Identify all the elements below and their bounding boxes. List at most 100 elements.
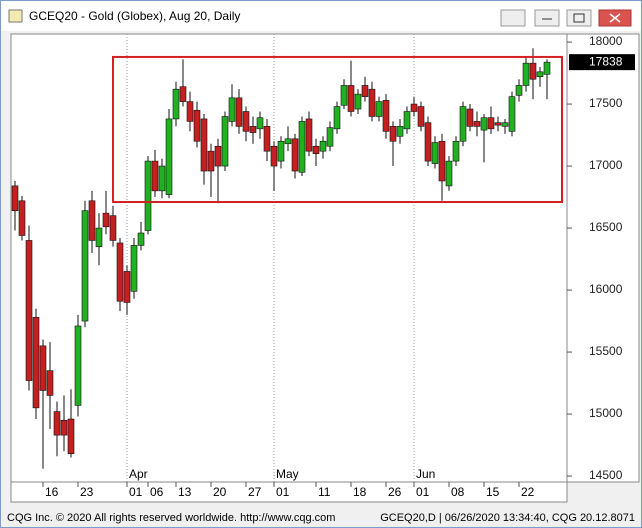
footer-right: GCEQ20,D | 06/26/2020 13:34:40, CQG 20.1… — [380, 512, 635, 524]
minimize-button[interactable] — [534, 9, 560, 27]
x-tick-label: 15 — [486, 485, 500, 499]
candle-body — [438, 140, 446, 182]
candle-body — [361, 85, 369, 97]
x-tick-label: 13 — [178, 485, 192, 499]
x-tick-label: 11 — [318, 485, 331, 499]
y-tick-label: 16500 — [589, 220, 623, 234]
candle-body — [270, 145, 278, 167]
candle-body — [39, 345, 47, 391]
candle-body — [480, 117, 488, 131]
candle-body — [354, 93, 362, 110]
candle-body — [53, 411, 61, 436]
candle-body — [130, 245, 138, 292]
highlight-box — [112, 55, 563, 204]
candle-body — [403, 111, 411, 130]
candle-body — [242, 111, 250, 132]
candle-body — [522, 62, 530, 86]
candle-body — [424, 122, 432, 162]
candle-body — [144, 160, 152, 231]
pin-button[interactable] — [500, 9, 526, 27]
candle-body — [459, 106, 467, 142]
candle-body — [25, 240, 33, 381]
candle-body — [382, 100, 390, 132]
x-tick-label: 01 — [276, 485, 290, 499]
candle-body — [11, 185, 19, 211]
candle-body — [340, 85, 348, 106]
candle-body — [235, 97, 243, 127]
window-title: GCEQ20 - Gold (Globex), Aug 20, Daily — [29, 9, 240, 23]
icon — [573, 13, 585, 23]
month-label: Apr — [129, 467, 148, 481]
candle-body — [368, 88, 376, 117]
last-price-label: 17838 — [589, 54, 623, 68]
candle-body — [123, 271, 131, 303]
candle-body — [88, 200, 96, 241]
candle-body — [81, 210, 89, 322]
candle-body — [67, 418, 75, 455]
candle-body — [95, 227, 103, 247]
candle-body — [109, 215, 117, 241]
candle-body — [445, 160, 453, 187]
y-tick-label: 17500 — [589, 96, 623, 110]
candle-body — [501, 122, 509, 127]
candle-body — [375, 101, 383, 117]
candle-body — [298, 121, 306, 173]
candle-body — [46, 370, 54, 396]
candle-body — [319, 140, 327, 152]
candle-body — [102, 212, 110, 228]
candle-body — [116, 242, 124, 302]
candle-body — [417, 106, 425, 127]
candle-body — [312, 145, 320, 154]
candle-body — [60, 419, 68, 436]
candle-body — [186, 101, 194, 122]
candle-body — [137, 232, 145, 246]
candle-body — [347, 85, 355, 112]
month-label: Jun — [416, 467, 435, 481]
candle-body — [396, 126, 404, 137]
candle-body — [305, 118, 313, 152]
y-tick-label: 16000 — [589, 282, 623, 296]
candle-body — [326, 127, 334, 147]
candle-body — [165, 118, 173, 195]
y-tick-label: 17000 — [589, 158, 623, 172]
y-tick-label: 15500 — [589, 344, 623, 358]
candle-body — [452, 140, 460, 162]
x-tick-label: 26 — [388, 485, 402, 499]
footer-left: CQG Inc. © 2020 All rights reserved worl… — [7, 512, 335, 524]
candle-body — [487, 117, 495, 130]
x-tick-label: 06 — [150, 485, 164, 499]
last-price-box — [569, 54, 635, 71]
candle-body — [151, 160, 159, 192]
candle-body — [221, 116, 229, 167]
x-tick-label: 16 — [45, 485, 59, 499]
candle-body — [74, 325, 82, 406]
y-tick-label: 15000 — [589, 406, 623, 420]
x-tick-label: 22 — [521, 485, 535, 499]
icon — [609, 13, 621, 23]
candle-body — [207, 150, 215, 172]
candle-body — [529, 62, 537, 80]
candle-body — [214, 145, 222, 167]
candle-body — [228, 97, 236, 122]
candle-body — [263, 126, 271, 152]
candle-body — [193, 109, 201, 142]
candle-body — [515, 85, 523, 96]
candle-body — [333, 106, 341, 130]
plot-area — [10, 33, 568, 483]
candle-body — [494, 122, 502, 126]
candle-body — [249, 126, 257, 133]
x-tick-label: 23 — [80, 485, 94, 499]
maximize-button[interactable] — [566, 9, 592, 27]
candle-body — [32, 317, 40, 409]
title-bar — [1, 1, 641, 31]
window-buttons[interactable] — [500, 9, 632, 27]
candle-body — [466, 108, 474, 127]
x-tick-label: 18 — [353, 485, 367, 499]
x-tick-label: 27 — [248, 485, 262, 499]
y-axis-area — [566, 33, 640, 483]
month-label: May — [276, 467, 299, 481]
x-tick-label: 20 — [213, 485, 227, 499]
y-tick-label: 18000 — [589, 34, 623, 48]
app-icon — [8, 9, 23, 23]
